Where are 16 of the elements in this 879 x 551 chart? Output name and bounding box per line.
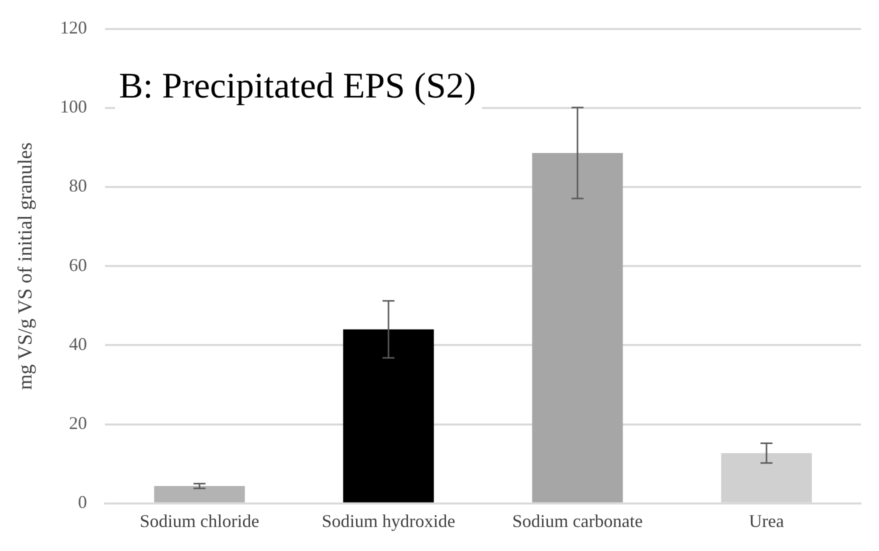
y-axis-title: mg VS/g VS of initial granules	[14, 142, 36, 390]
bar	[154, 486, 245, 502]
y-tick-label: 60	[69, 254, 87, 275]
x-tick-label: Sodium carbonate	[512, 510, 643, 531]
y-tick-label: 100	[60, 96, 87, 117]
bar	[532, 152, 623, 502]
y-tick-label: 0	[78, 492, 87, 512]
x-tick-label: Urea	[749, 510, 784, 531]
y-tick-label: 40	[69, 334, 87, 354]
y-tick-label: 120	[60, 18, 87, 38]
y-tick-label: 80	[69, 176, 87, 196]
text: B: Precipitated EPS (S2)	[119, 66, 476, 106]
bar	[343, 329, 434, 502]
y-tick-label: 20	[69, 413, 87, 434]
x-tick-label: Sodium chloride	[140, 510, 260, 531]
x-tick-label: Sodium hydroxide	[322, 510, 456, 531]
